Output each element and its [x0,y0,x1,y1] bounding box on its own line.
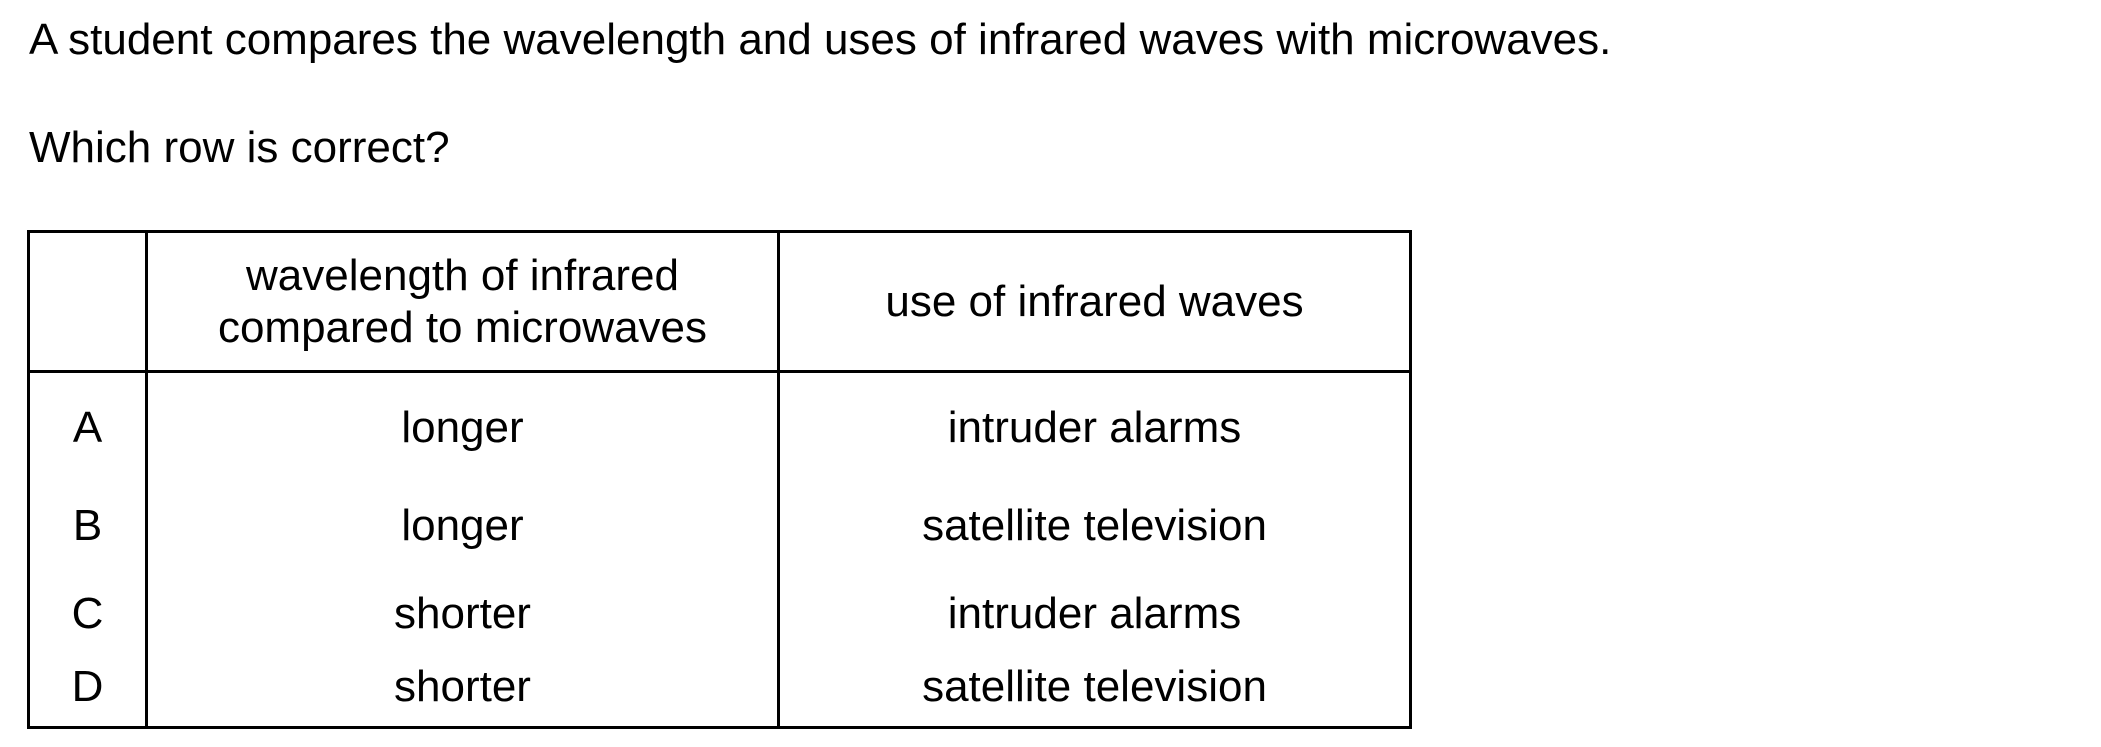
row-use-text: satellite television [922,662,1267,711]
table-header-row: wavelength of infrared compared to micro… [27,230,1412,373]
header-use-cell: use of infrared waves [777,230,1412,373]
table-row: C shorter intruder alarms [27,570,1412,658]
row-wavelength: longer [145,482,780,570]
row-use: intruder alarms [777,570,1412,658]
row-use: satellite television [777,658,1412,729]
question-stem: A student compares the wavelength and us… [29,15,1612,64]
row-wavelength: longer [145,371,780,482]
header-wavelength-cell: wavelength of infrared compared to micro… [145,230,780,373]
row-use: intruder alarms [777,371,1412,482]
header-wavelength-line2: compared to microwaves [217,302,708,352]
table-row: D shorter satellite television [27,658,1412,729]
table-row: B longer satellite television [27,482,1412,570]
row-wavelength: shorter [145,658,780,729]
header-letter-cell [27,230,148,373]
row-letter-text: D [71,662,104,711]
row-wavelength: shorter [145,570,780,658]
row-letter: B [27,482,148,570]
row-wavelength-text: shorter [394,662,531,711]
row-letter: D [27,658,148,729]
row-letter: A [27,371,148,482]
header-wavelength-line1: wavelength of infrared [246,250,679,300]
answer-options-table: wavelength of infrared compared to micro… [27,230,1412,729]
table-row: A longer intruder alarms [27,371,1412,482]
question-prompt: Which row is correct? [29,123,450,172]
row-letter: C [27,570,148,658]
row-use: satellite television [777,482,1412,570]
